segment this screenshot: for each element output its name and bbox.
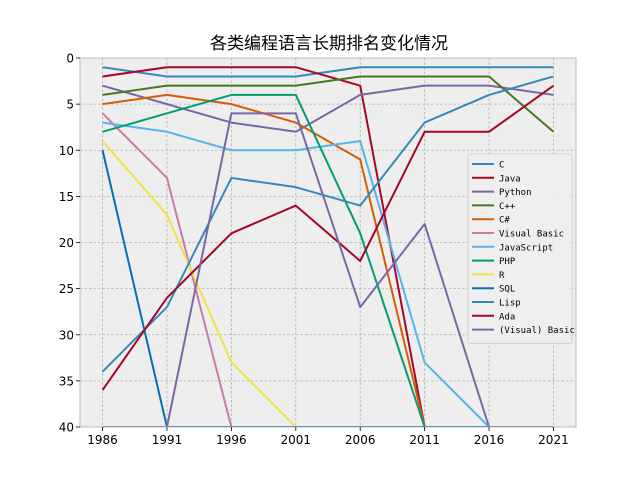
series-line-java <box>102 66 554 427</box>
legend-label: Java <box>499 174 521 184</box>
series-line-r <box>101 140 554 427</box>
x-tick-label: 2011 <box>409 433 440 447</box>
legend-label: JavaScript <box>499 243 553 253</box>
y-tick-label: 0 <box>66 52 74 66</box>
legend-label: C <box>499 161 504 171</box>
legend-label: C++ <box>499 202 516 212</box>
legend-label: R <box>499 271 505 281</box>
x-tick-label: 1986 <box>87 433 118 447</box>
series-line-php <box>102 93 554 427</box>
series-line-ada <box>101 84 555 391</box>
y-tick-label: 10 <box>59 144 74 158</box>
series-line-lisp <box>101 75 554 373</box>
x-tick-label: 1996 <box>216 433 247 447</box>
y-tick-label: 25 <box>59 282 74 296</box>
y-tick-label: 30 <box>59 328 74 342</box>
legend-label: C# <box>499 216 510 226</box>
legend-label: Python <box>499 188 532 198</box>
series-line-visual-basic <box>102 112 554 427</box>
series-line-c <box>102 75 555 133</box>
series-line-javascript <box>102 121 554 427</box>
series-line-python <box>102 84 554 133</box>
y-tick-label: 5 <box>66 98 74 112</box>
legend-label: (Visual) Basic <box>499 326 575 336</box>
x-tick-label: 2006 <box>345 433 376 447</box>
y-tick-label: 40 <box>59 421 74 435</box>
x-tick-label: 2021 <box>538 433 569 447</box>
x-tick-label: 1991 <box>152 433 183 447</box>
series-line-visual-basic <box>101 112 554 427</box>
legend-label: SQL <box>499 285 515 295</box>
series-line-c <box>102 66 554 78</box>
series-line-c <box>102 93 554 427</box>
y-tick-label: 15 <box>59 190 74 204</box>
x-tick-label: 2001 <box>281 433 312 447</box>
legend-label: Ada <box>499 312 515 322</box>
legend-label: Lisp <box>499 299 521 309</box>
y-tick-label: 20 <box>59 236 74 250</box>
legend-label: Visual Basic <box>499 230 564 240</box>
y-tick-label: 35 <box>59 374 74 388</box>
legend-box <box>467 153 573 344</box>
legend-label: PHP <box>499 257 516 267</box>
chart-title: 各类编程语言长期排名变化情况 <box>210 34 448 54</box>
series-group <box>101 66 555 427</box>
x-tick-label: 2016 <box>474 433 505 447</box>
